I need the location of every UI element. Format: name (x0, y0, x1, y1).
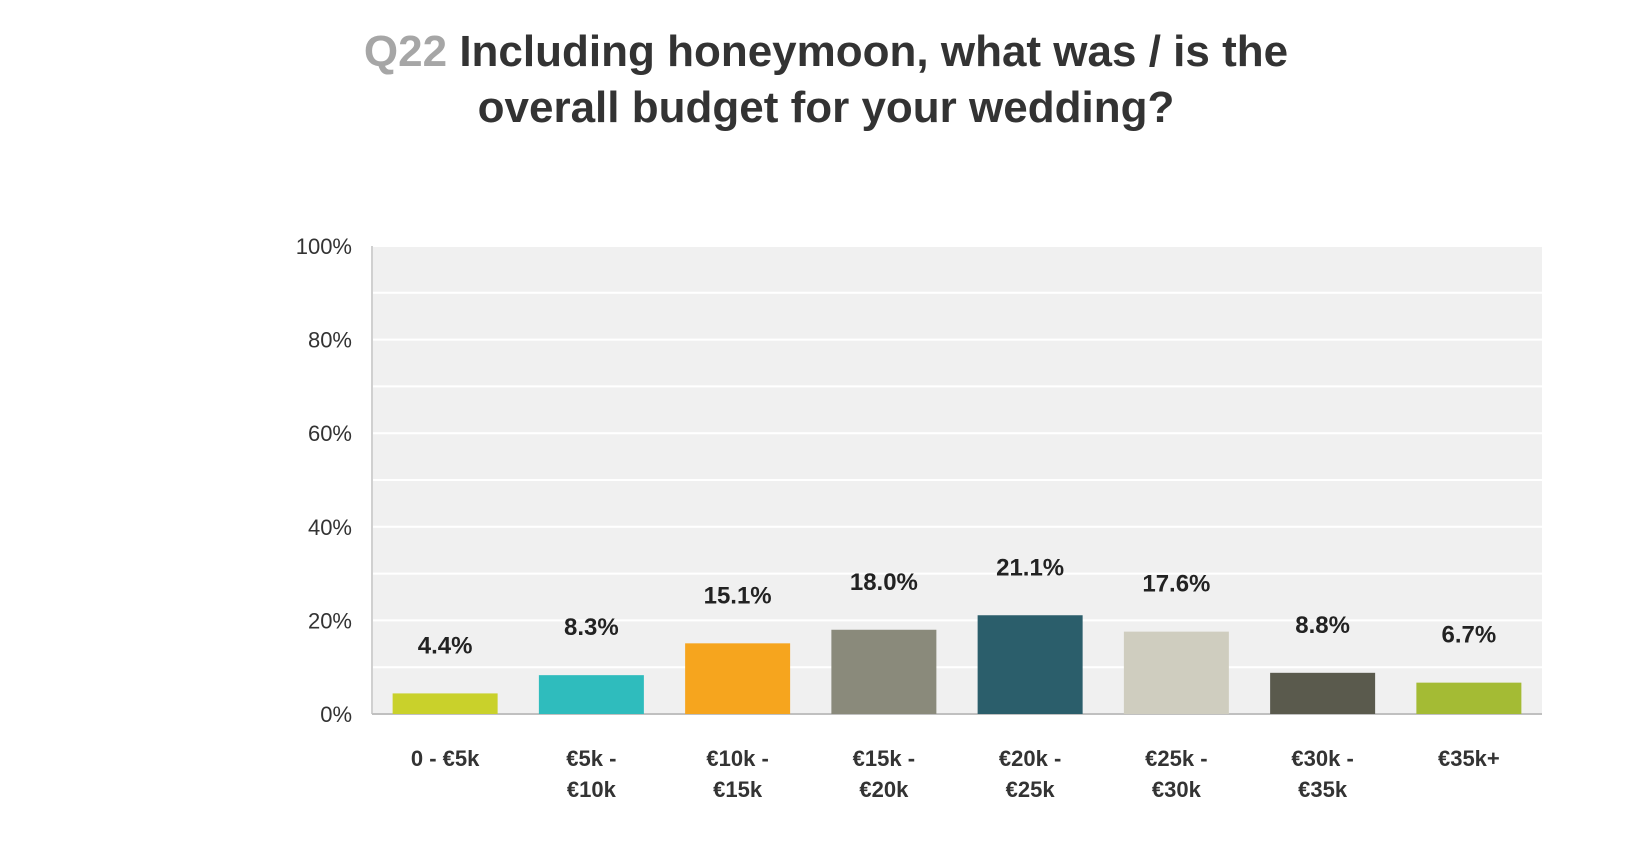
data-label: 6.7% (1442, 622, 1497, 649)
x-tick-label: €5k - (566, 746, 616, 771)
x-tick-label: €20k - (999, 746, 1061, 771)
bars (392, 615, 1522, 714)
data-label: 17.6% (1142, 571, 1210, 598)
x-tick-label: 0 - €5k (411, 746, 480, 771)
y-tick-label: 40% (308, 515, 352, 540)
x-tick-label: €30k - (1291, 746, 1353, 771)
data-label: 4.4% (418, 632, 473, 659)
data-label: 15.1% (704, 582, 772, 609)
x-axis-labels: 0 - €5k €5k - €10k €10k - €15k €15k - €20k €20k… (411, 746, 1500, 802)
gridlines (372, 245, 1542, 669)
x-tick-label: €30k (1152, 777, 1202, 802)
data-label: 18.0% (850, 569, 918, 596)
chart-title-text-1: Including honeymoon, what was / is the (459, 27, 1289, 76)
bar (1123, 631, 1229, 714)
x-tick-label: €35k+ (1438, 746, 1500, 771)
bar (1270, 672, 1376, 714)
data-labels: 4.4% 8.3% 15.1% 18.0% 21.1% 17.6% 8.8% 6.7% (418, 554, 1496, 659)
y-tick-label: 100% (296, 234, 352, 259)
bar (977, 615, 1083, 714)
y-tick-label: 80% (308, 328, 352, 353)
question-number: Q22 (363, 27, 448, 76)
x-tick-label: €15k - (853, 746, 915, 771)
x-tick-label: €10k (567, 777, 617, 802)
x-tick-label: €15k (713, 777, 763, 802)
y-tick-label: 0% (320, 702, 352, 727)
chart-title-line-1: Q22 Including honeymoon, what was / is t… (0, 24, 1652, 80)
data-label: 8.3% (564, 614, 619, 641)
x-tick-label: €25k - (1145, 746, 1207, 771)
data-label: 8.8% (1295, 612, 1350, 639)
bar (685, 643, 791, 714)
chart-title: Q22 Including honeymoon, what was / is t… (0, 24, 1652, 136)
x-tick-label: €25k (1006, 777, 1056, 802)
bar (1416, 682, 1522, 714)
x-tick-label: €10k - (706, 746, 768, 771)
y-tick-label: 60% (308, 421, 352, 446)
data-label: 21.1% (996, 554, 1064, 581)
bar (392, 693, 498, 714)
bar (831, 629, 937, 714)
bar (538, 675, 644, 714)
x-tick-label: €20k (859, 777, 909, 802)
y-tick-label: 20% (308, 608, 352, 633)
x-tick-label: €35k (1298, 777, 1348, 802)
chart-title-line-2: overall budget for your wedding? (477, 83, 1175, 132)
y-axis-ticks: 0% 20% 40% 60% 80% 100% (296, 234, 352, 727)
